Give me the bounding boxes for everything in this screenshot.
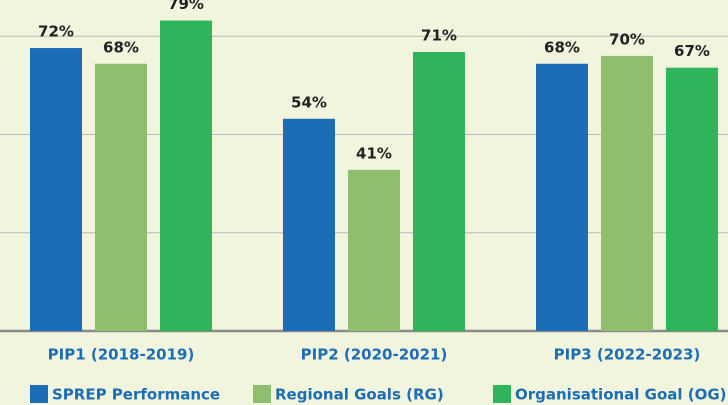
bar xyxy=(30,48,82,331)
legend-swatch xyxy=(30,385,48,403)
legend-swatch xyxy=(493,385,511,403)
bar xyxy=(95,63,147,331)
data-label: 72% xyxy=(38,23,74,41)
bar xyxy=(666,67,718,331)
data-label: 68% xyxy=(103,38,139,56)
x-tick-label: PIP2 (2020-2021) xyxy=(301,346,448,364)
data-label: 54% xyxy=(291,93,327,111)
bar xyxy=(348,169,400,331)
x-tick-label: PIP3 (2022-2023) xyxy=(554,346,701,364)
bar xyxy=(536,63,588,331)
legend-label: SPREP Performance xyxy=(52,386,220,404)
bar xyxy=(160,20,212,332)
bar xyxy=(413,51,465,331)
bar xyxy=(601,55,653,332)
data-label: 71% xyxy=(421,26,457,44)
data-label: 67% xyxy=(674,42,710,60)
bar xyxy=(283,118,335,331)
legend-label: Regional Goals (RG) xyxy=(275,386,444,404)
legend-label: Organisational Goal (OG) xyxy=(515,386,727,404)
x-tick-label: PIP1 (2018-2019) xyxy=(48,346,195,364)
data-label: 70% xyxy=(609,30,645,48)
data-label: 41% xyxy=(356,144,392,162)
data-label: 79% xyxy=(168,0,204,13)
legend-swatch xyxy=(253,385,271,403)
data-label: 68% xyxy=(544,38,580,56)
